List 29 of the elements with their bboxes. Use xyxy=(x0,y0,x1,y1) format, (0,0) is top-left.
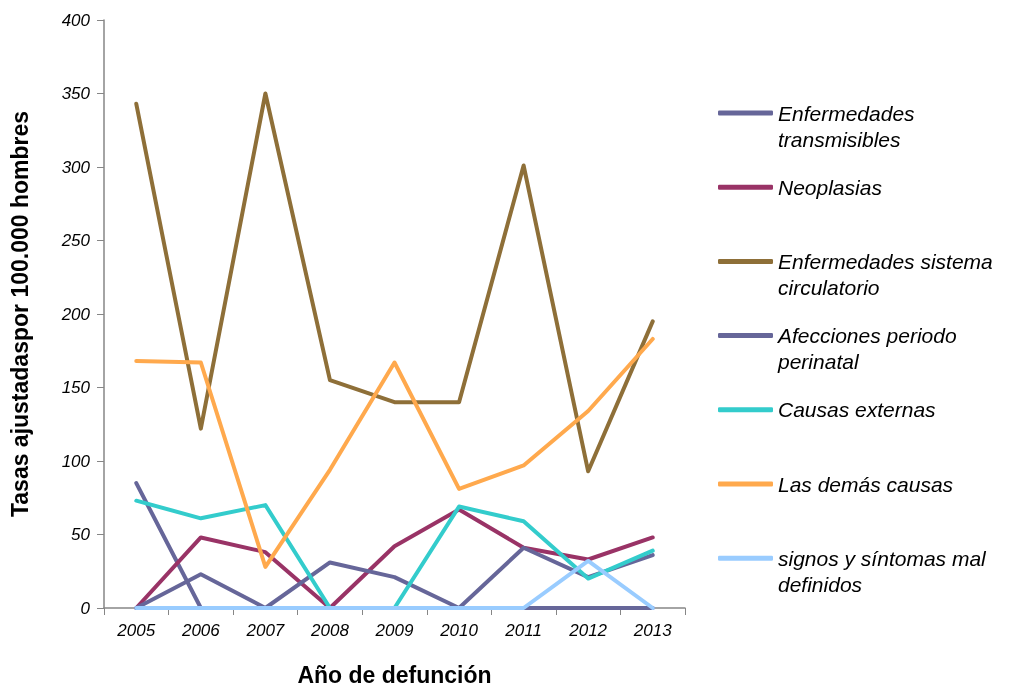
y-tick-label: 250 xyxy=(60,231,91,250)
x-tick-label: 2005 xyxy=(116,621,156,640)
x-tick-label: 2006 xyxy=(180,621,221,640)
y-tick-label: 100 xyxy=(61,451,91,471)
legend-label: Afecciones periodo perinatal xyxy=(776,324,963,374)
x-tick-label: 2013 xyxy=(632,621,673,640)
legend-label: Enfermedades sistema circulatorio xyxy=(778,249,999,299)
y-tick-label: 300 xyxy=(61,157,91,177)
x-axis-title: Año de defunción xyxy=(297,661,492,688)
x-tick-label: 2012 xyxy=(568,621,608,640)
line-series xyxy=(134,336,655,569)
x-tick-label: 2009 xyxy=(374,621,414,640)
line-series xyxy=(134,91,655,474)
legend-label: Neoplasias xyxy=(778,175,883,199)
y-tick-label: 350 xyxy=(61,84,91,103)
legend-label: Enfermedades transmisibles xyxy=(778,101,921,151)
x-tick-label: 2008 xyxy=(310,621,350,640)
legend-label: signos y síntomas mal definidos xyxy=(778,546,992,596)
y-tick-label: 50 xyxy=(71,525,91,544)
x-tick-label: 2010 xyxy=(439,621,479,640)
x-tick-label: 2011 xyxy=(504,621,542,640)
x-tick-label: 2007 xyxy=(245,621,285,640)
y-tick-label: 150 xyxy=(61,378,91,397)
y-tick-label: 0 xyxy=(80,598,91,618)
y-tick-label: 400 xyxy=(61,10,91,30)
legend-label: Causas externas xyxy=(778,398,937,422)
y-tick-label: 200 xyxy=(60,304,91,324)
legend-label: Las demás causas xyxy=(778,472,954,496)
y-axis-title: Tasas ajustadaspor 100.000 hombres xyxy=(6,110,33,518)
